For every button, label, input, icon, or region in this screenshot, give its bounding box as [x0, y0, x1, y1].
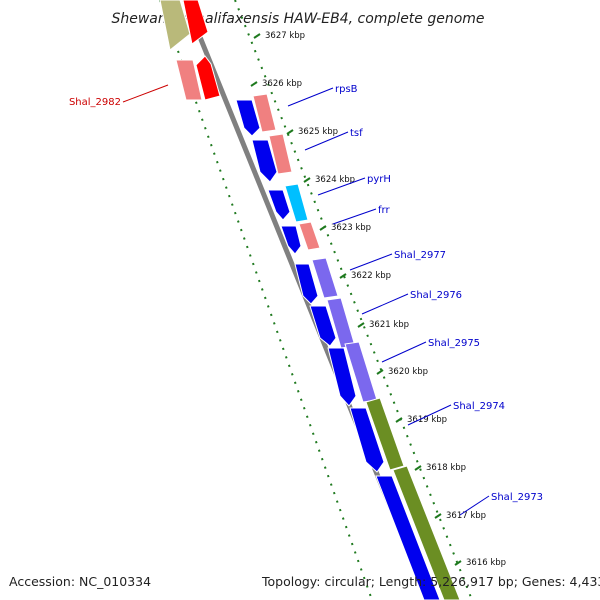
tick-mark — [319, 225, 327, 231]
tick-mark — [454, 560, 462, 566]
gene-feature-shal-2975[interactable] — [327, 347, 357, 407]
gene-label[interactable]: Shal_2976 — [410, 290, 462, 301]
tick-label: 3617 kbp — [446, 511, 486, 521]
tick-mark — [414, 465, 422, 471]
gene-features — [159, 0, 461, 600]
gene-feature-shal-2976[interactable] — [309, 305, 337, 347]
gene-feature[interactable] — [268, 133, 293, 175]
gene-label[interactable]: Shal_2982 — [69, 97, 121, 108]
tick-label: 3627 kbp — [265, 31, 305, 41]
tick-mark — [303, 177, 311, 183]
gene-feature-shal-2974[interactable] — [349, 407, 385, 473]
gene-labels: Shal_2982 rpsB tsf pyrH frr Shal_2977 Shal_297… — [69, 84, 543, 516]
gene-label-line — [304, 131, 349, 151]
tick-mark — [434, 513, 442, 519]
gene-label[interactable]: Shal_2973 — [491, 492, 543, 503]
tick-mark — [286, 129, 294, 135]
kbp-ticks: 3627 kbp 3626 kbp 3625 kbp 3624 kbp 3623 kbp… — [250, 31, 506, 568]
tick-label: 3621 kbp — [369, 320, 409, 330]
gene-feature-shal-2982[interactable] — [175, 59, 203, 101]
gene-feature-frr[interactable] — [280, 225, 302, 255]
gene-feature-rpsB[interactable] — [235, 99, 261, 137]
tick-label: 3618 kbp — [426, 463, 466, 473]
gene-feature-shal-2977[interactable] — [294, 263, 319, 305]
gene-label[interactable]: tsf — [350, 128, 363, 139]
tick-mark — [376, 369, 384, 375]
accession-text: Accession: NC_010334 — [9, 574, 151, 589]
gene-feature[interactable] — [298, 221, 321, 251]
gene-feature-shal-2973[interactable] — [375, 475, 441, 600]
gene-feature[interactable] — [392, 465, 461, 600]
tick-label: 3622 kbp — [351, 271, 391, 281]
tick-label: 3624 kbp — [315, 175, 355, 185]
tick-label: 3616 kbp — [466, 558, 506, 568]
gene-label[interactable]: Shal_2977 — [394, 250, 446, 261]
gene-feature[interactable] — [182, 0, 209, 45]
gene-feature-pyrH[interactable] — [267, 189, 291, 221]
tick-label: 3619 kbp — [407, 415, 447, 425]
tick-mark — [250, 81, 258, 87]
gene-label[interactable]: pyrH — [367, 174, 391, 185]
tick-mark — [395, 417, 403, 423]
tick-mark — [339, 273, 347, 279]
gene-label[interactable]: Shal_2975 — [428, 338, 480, 349]
gene-label-line — [317, 177, 366, 196]
gene-feature[interactable] — [284, 183, 309, 223]
gene-label-line — [407, 404, 452, 426]
gene-feature[interactable] — [311, 257, 339, 299]
gene-label-line — [332, 208, 377, 225]
tick-label: 3625 kbp — [298, 127, 338, 137]
gene-feature[interactable] — [252, 93, 277, 133]
gene-label[interactable]: frr — [378, 205, 390, 216]
gene-label-line — [459, 495, 490, 516]
gene-label-line — [122, 84, 169, 103]
tick-mark — [253, 33, 261, 39]
gene-label[interactable]: Shal_2974 — [453, 401, 505, 412]
tick-label: 3620 kbp — [388, 367, 428, 377]
tick-mark — [357, 322, 365, 328]
gene-label-line — [361, 293, 409, 315]
tick-label: 3626 kbp — [262, 79, 302, 89]
topology-text: Topology: circular; Length: 5,226,917 bp… — [261, 574, 600, 589]
gene-label-line — [287, 87, 334, 107]
gene-label-line — [381, 341, 427, 363]
tick-label: 3623 kbp — [331, 223, 371, 233]
gene-feature-tsf[interactable] — [251, 139, 278, 183]
gene-feature[interactable] — [365, 397, 405, 471]
gene-label[interactable]: rpsB — [335, 84, 358, 95]
gene-feature[interactable] — [195, 55, 221, 101]
gene-label-line — [349, 253, 393, 271]
